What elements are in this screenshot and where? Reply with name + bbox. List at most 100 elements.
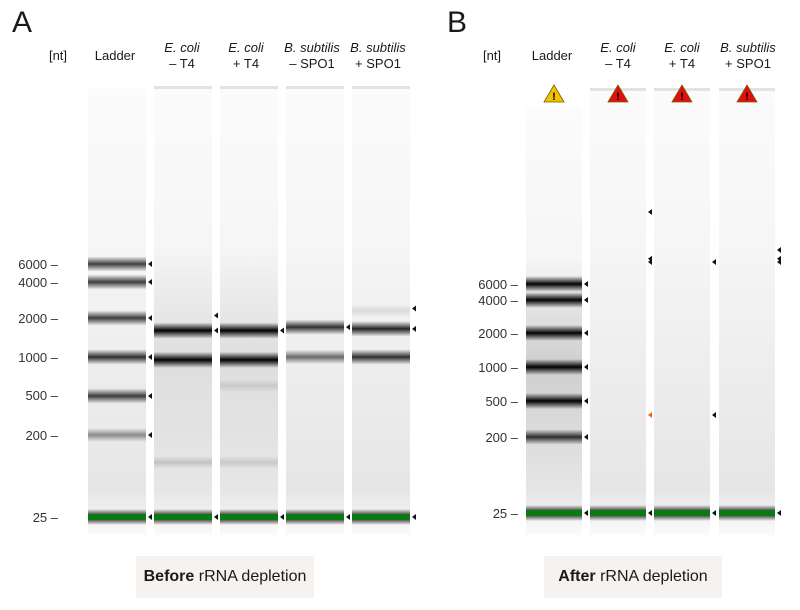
panel-a-caption: Before rRNA depletion [136, 556, 314, 598]
peak-marker [214, 327, 218, 334]
warning-icon [607, 84, 629, 103]
peak-marker [412, 325, 416, 332]
band-1600nt [220, 322, 278, 339]
panel-a-tick-500: 500 – [25, 388, 58, 403]
peak-marker [148, 261, 152, 267]
lane-header-line2: + T4 [232, 56, 260, 71]
peak-marker [148, 354, 152, 360]
peak-marker [648, 510, 652, 516]
panel-a-lane-3 [286, 88, 344, 535]
panel-b-lane-1 [590, 90, 646, 535]
band-1000nt [286, 349, 344, 365]
peak-marker [777, 259, 781, 265]
lane-header-line2: – T4 [605, 56, 631, 71]
peak-marker [346, 514, 350, 520]
band-200nt [88, 428, 146, 442]
peak-marker [412, 305, 416, 312]
lane-header-line1: E. coli [664, 40, 700, 55]
lane-header-line1: E. coli [164, 40, 200, 55]
peak-marker [148, 432, 152, 438]
band-2300nt [352, 304, 410, 317]
peak-marker [712, 259, 716, 265]
lane-header-line1: B. subtilis [720, 40, 776, 55]
panel-a-tick-1000: 1000 – [18, 350, 58, 365]
band-4000nt [526, 292, 582, 308]
panel-b-lane-2 [654, 90, 710, 535]
warning-icon-glyph: ! [680, 91, 684, 103]
band-600nt [220, 379, 278, 392]
band-4000nt [88, 274, 146, 290]
peak-marker [148, 514, 152, 520]
panel-b-lane-0 [526, 108, 582, 535]
band-950nt [220, 351, 278, 368]
panel-a-unit-label: [nt] [48, 48, 68, 63]
band-1000nt [526, 359, 582, 375]
peak-marker [777, 510, 781, 516]
caption-bold: After [558, 568, 596, 585]
warning-icon-glyph: ! [745, 91, 749, 103]
lower-marker-band [154, 514, 212, 520]
band-2000nt [526, 325, 582, 341]
lower-marker-band [719, 510, 775, 516]
panel-a-tick-200: 200 – [25, 428, 58, 443]
panel-b-letter: B [447, 6, 468, 39]
lower-marker-band [352, 514, 410, 520]
band-1000nt [352, 349, 410, 365]
warning-icon [543, 84, 565, 103]
peak-marker [584, 330, 588, 336]
peak-marker [148, 279, 152, 285]
lower-marker-band [526, 510, 582, 516]
well-line [154, 86, 212, 89]
panel-a-lane-header-ecoli-plus-t4: E. coli + T4 [216, 40, 276, 72]
peak-marker [148, 315, 152, 321]
panel-a-tick-25: 25 – [32, 510, 58, 525]
warning-icon [671, 84, 693, 103]
band-500nt [88, 388, 146, 404]
peak-marker [346, 324, 350, 331]
panel-b-tick-25: 25 – [492, 506, 518, 521]
band-950nt [154, 351, 212, 368]
peak-marker [584, 364, 588, 370]
panel-b-tick-1000: 1000 – [478, 360, 518, 375]
peak-marker [214, 312, 218, 319]
panel-b-lane-header-ladder: Ladder [524, 48, 580, 64]
panel-b-lane-3 [719, 90, 775, 535]
lower-marker-band [590, 510, 646, 516]
panel-a-tick-6000: 6000 – [18, 257, 58, 272]
lane-header-text: Ladder [94, 48, 136, 63]
panel-a-tick-4000: 4000 – [18, 275, 58, 290]
band-1700nt [286, 319, 344, 335]
warning-icon-glyph: ! [616, 91, 620, 103]
lane-header-line1: B. subtilis [350, 40, 406, 55]
peak-marker [584, 510, 588, 516]
peak-marker [777, 247, 781, 253]
peak-marker [584, 297, 588, 303]
panel-b-tick-6000: 6000 – [478, 277, 518, 292]
lane-header-line1: E. coli [600, 40, 636, 55]
peak-marker [214, 514, 218, 520]
panel-b-lane-header-ecoli-plus-t4: E. coli + T4 [652, 40, 712, 72]
band-2000nt [88, 310, 146, 326]
caption-text: rRNA depletion [595, 568, 708, 585]
band-100nt [220, 456, 278, 469]
panel-a-lane-header-ladder: Ladder [84, 48, 146, 64]
band-1000nt [88, 349, 146, 365]
lower-marker-band [286, 514, 344, 520]
band-6000nt [526, 276, 582, 292]
peak-marker [712, 412, 716, 419]
band-100nt [154, 456, 212, 469]
band-6000nt [88, 256, 146, 272]
panel-b-lane-header-bsub-plus-spo1: B. subtilis + SPO1 [710, 40, 786, 72]
panel-a-lane-header-bsub-plus-spo1: B. subtilis + SPO1 [342, 40, 414, 72]
lower-marker-band [654, 510, 710, 516]
peak-marker [584, 281, 588, 287]
caption-bold: Before [143, 568, 195, 585]
peak-marker [412, 514, 416, 520]
well-line [352, 86, 410, 89]
lane-header-line2: + SPO1 [725, 56, 771, 71]
panel-b-caption: After rRNA depletion [544, 556, 722, 598]
peak-marker [584, 434, 588, 440]
warning-icon [736, 84, 758, 103]
panel-b-tick-200: 200 – [485, 430, 518, 445]
